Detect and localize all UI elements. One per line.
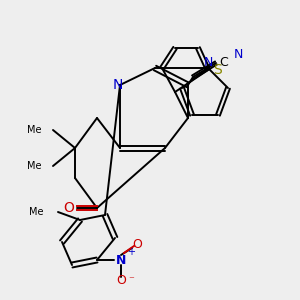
- Text: ⁻: ⁻: [128, 275, 134, 285]
- Text: O: O: [132, 238, 142, 251]
- Text: N: N: [203, 56, 213, 68]
- Text: S: S: [214, 63, 222, 77]
- Text: O: O: [64, 201, 74, 215]
- Text: N: N: [116, 254, 126, 266]
- Text: Me: Me: [29, 207, 44, 217]
- Text: +: +: [127, 247, 135, 257]
- Text: N: N: [113, 78, 123, 92]
- Text: Me: Me: [26, 125, 41, 135]
- Text: C: C: [220, 56, 228, 70]
- Text: Me: Me: [26, 161, 41, 171]
- Text: O: O: [116, 274, 126, 286]
- Text: N: N: [233, 49, 243, 62]
